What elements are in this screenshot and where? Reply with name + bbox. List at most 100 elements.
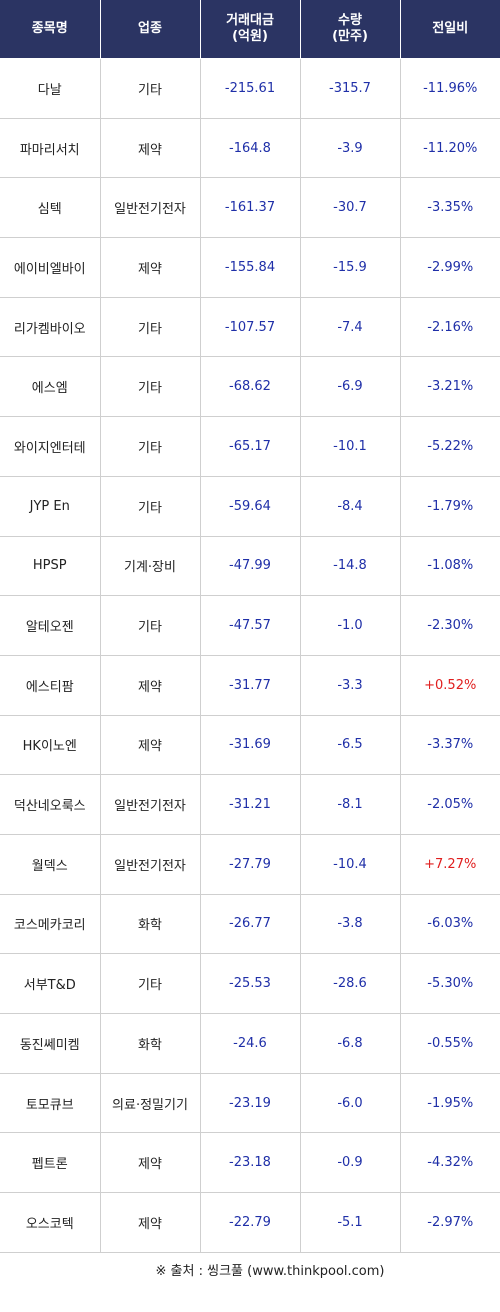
- header-amount-line2: (억원): [232, 29, 268, 44]
- change-cell: -11.96%: [400, 58, 500, 119]
- sector-cell: 일반전기전자: [100, 177, 201, 239]
- sector-cell: 기타: [100, 58, 201, 119]
- change-cell: -3.35%: [400, 177, 500, 239]
- amount-cell: -31.77: [200, 655, 301, 716]
- stock-name-cell: 리가켐바이오: [0, 297, 101, 358]
- amount-cell: -68.62: [200, 356, 301, 418]
- volume-cell: -28.6: [300, 953, 401, 1014]
- amount-cell: -23.18: [200, 1132, 301, 1194]
- change-cell: -4.32%: [400, 1132, 500, 1194]
- sector-cell: 기타: [100, 476, 201, 537]
- header-amount-line1: 거래대금: [226, 13, 274, 28]
- table-body: 다날 기타 -215.61 -315.7 -11.96% 파마리서치 제약 -164.8 -3.…: [0, 58, 500, 1253]
- amount-cell: -164.8: [200, 118, 301, 179]
- volume-cell: -3.3: [300, 655, 401, 716]
- volume-cell: -7.4: [300, 297, 401, 358]
- table-row: 서부T&D 기타 -25.53 -28.6 -5.30%: [0, 953, 500, 1014]
- stock-name-cell: 에스엠: [0, 356, 101, 418]
- sector-cell: 제약: [100, 1132, 201, 1194]
- volume-cell: -0.9: [300, 1132, 401, 1194]
- stock-name-cell: 파마리서치: [0, 118, 101, 179]
- sector-cell: 기계·장비: [100, 536, 201, 597]
- change-cell: -6.03%: [400, 894, 500, 955]
- sector-cell: 기타: [100, 595, 201, 656]
- sector-cell: 제약: [100, 118, 201, 179]
- volume-cell: -3.8: [300, 894, 401, 955]
- stock-name-cell: 코스메카코리: [0, 894, 101, 955]
- amount-cell: -26.77: [200, 894, 301, 955]
- sector-cell: 화학: [100, 1013, 201, 1074]
- volume-cell: -10.1: [300, 416, 401, 477]
- change-cell: -2.97%: [400, 1192, 500, 1253]
- volume-cell: -6.5: [300, 715, 401, 776]
- change-cell: -5.30%: [400, 953, 500, 1014]
- amount-cell: -25.53: [200, 953, 301, 1014]
- sector-cell: 일반전기전자: [100, 774, 201, 835]
- stock-name-cell: 에스티팜: [0, 655, 101, 716]
- sector-cell: 제약: [100, 237, 201, 298]
- stock-name-cell: 토모큐브: [0, 1073, 101, 1134]
- volume-cell: -14.8: [300, 536, 401, 597]
- amount-cell: -161.37: [200, 177, 301, 239]
- table-row: 에스티팜 제약 -31.77 -3.3 +0.52%: [0, 655, 500, 716]
- header-sector: 업종: [100, 0, 201, 59]
- stock-name-cell: 와이지엔터테: [0, 416, 101, 477]
- change-cell: -1.08%: [400, 536, 500, 597]
- amount-cell: -24.6: [200, 1013, 301, 1074]
- header-volume: 수량 (만주): [300, 0, 401, 59]
- volume-cell: -5.1: [300, 1192, 401, 1253]
- stock-name-cell: HPSP: [0, 536, 101, 597]
- stock-name-cell: 다날: [0, 58, 101, 119]
- table-row: 오스코텍 제약 -22.79 -5.1 -2.97%: [0, 1192, 500, 1253]
- table-row: 펩트론 제약 -23.18 -0.9 -4.32%: [0, 1132, 500, 1194]
- amount-cell: -31.21: [200, 774, 301, 835]
- stock-name-cell: 알테오젠: [0, 595, 101, 656]
- amount-cell: -59.64: [200, 476, 301, 537]
- table-row: 토모큐브 의료·정밀기기 -23.19 -6.0 -1.95%: [0, 1073, 500, 1134]
- stock-name-cell: 심텍: [0, 177, 101, 239]
- amount-cell: -215.61: [200, 58, 301, 119]
- stock-name-cell: JYP En: [0, 476, 101, 537]
- amount-cell: -22.79: [200, 1192, 301, 1253]
- stock-name-cell: HK이노엔: [0, 715, 101, 776]
- sector-cell: 제약: [100, 1192, 201, 1253]
- table-header-row: 종목명 업종 거래대금 (억원) 수량 (만주) 전일비: [0, 0, 500, 59]
- table-row: HPSP 기계·장비 -47.99 -14.8 -1.08%: [0, 536, 500, 597]
- volume-cell: -1.0: [300, 595, 401, 656]
- volume-cell: -30.7: [300, 177, 401, 239]
- stock-name-cell: 월덱스: [0, 834, 101, 895]
- sector-cell: 기타: [100, 356, 201, 418]
- sector-cell: 일반전기전자: [100, 834, 201, 895]
- table-row: 월덱스 일반전기전자 -27.79 -10.4 +7.27%: [0, 834, 500, 895]
- sector-cell: 기타: [100, 953, 201, 1014]
- amount-cell: -31.69: [200, 715, 301, 776]
- amount-cell: -155.84: [200, 237, 301, 298]
- table-row: JYP En 기타 -59.64 -8.4 -1.79%: [0, 476, 500, 537]
- volume-cell: -15.9: [300, 237, 401, 298]
- sector-cell: 제약: [100, 715, 201, 776]
- header-change: 전일비: [400, 0, 500, 59]
- table-row: HK이노엔 제약 -31.69 -6.5 -3.37%: [0, 715, 500, 776]
- table-row: 덕산네오룩스 일반전기전자 -31.21 -8.1 -2.05%: [0, 774, 500, 835]
- table-row: 파마리서치 제약 -164.8 -3.9 -11.20%: [0, 118, 500, 179]
- volume-cell: -6.0: [300, 1073, 401, 1134]
- stock-name-cell: 서부T&D: [0, 953, 101, 1014]
- table-row: 와이지엔터테 기타 -65.17 -10.1 -5.22%: [0, 416, 500, 477]
- stock-name-cell: 오스코텍: [0, 1192, 101, 1253]
- volume-cell: -315.7: [300, 58, 401, 119]
- volume-cell: -6.9: [300, 356, 401, 418]
- amount-cell: -27.79: [200, 834, 301, 895]
- sector-cell: 제약: [100, 655, 201, 716]
- header-volume-line2: (만주): [332, 29, 368, 44]
- amount-cell: -107.57: [200, 297, 301, 358]
- header-name: 종목명: [0, 0, 101, 59]
- volume-cell: -10.4: [300, 834, 401, 895]
- header-volume-line1: 수량: [338, 13, 362, 28]
- stock-name-cell: 펩트론: [0, 1132, 101, 1194]
- change-cell: -0.55%: [400, 1013, 500, 1074]
- sector-cell: 의료·정밀기기: [100, 1073, 201, 1134]
- amount-cell: -47.57: [200, 595, 301, 656]
- stock-name-cell: 덕산네오룩스: [0, 774, 101, 835]
- sector-cell: 기타: [100, 297, 201, 358]
